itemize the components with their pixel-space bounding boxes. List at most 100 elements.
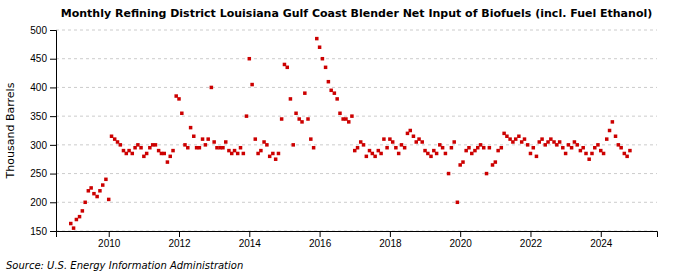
point bbox=[81, 209, 85, 213]
y-axis: 150200250300350400450500 bbox=[30, 25, 56, 237]
point bbox=[245, 114, 249, 118]
point bbox=[145, 152, 149, 156]
grid-line bbox=[56, 58, 657, 59]
annotation: Source: U.S. Energy Information Administ… bbox=[6, 260, 243, 271]
point bbox=[248, 57, 252, 61]
y-axis-tick: 200 bbox=[30, 197, 56, 208]
point bbox=[242, 152, 246, 156]
point bbox=[306, 117, 310, 121]
x-axis-tick: 2016 bbox=[309, 231, 332, 249]
point bbox=[224, 140, 228, 144]
title: Monthly Refining District Louisiana Gulf… bbox=[61, 7, 652, 20]
y-axis-tick-label: 450 bbox=[30, 53, 47, 64]
x-axis-tick-mark bbox=[601, 231, 602, 237]
y-axis-tick-label: 350 bbox=[30, 111, 47, 122]
point bbox=[119, 143, 123, 147]
point bbox=[350, 114, 354, 118]
y-axis-tick-mark bbox=[50, 145, 56, 146]
point bbox=[95, 195, 99, 199]
point bbox=[154, 143, 158, 147]
point bbox=[429, 155, 433, 159]
point bbox=[505, 134, 509, 138]
point bbox=[265, 143, 269, 147]
grid bbox=[56, 30, 657, 231]
point bbox=[567, 143, 571, 147]
point bbox=[523, 137, 527, 141]
point bbox=[168, 155, 172, 159]
point bbox=[494, 160, 498, 164]
point bbox=[362, 143, 366, 147]
x-axis-tick-label: 2014 bbox=[239, 238, 262, 249]
point bbox=[250, 83, 254, 87]
point bbox=[221, 146, 225, 150]
point bbox=[625, 155, 629, 159]
y-axis-tick-label: 200 bbox=[30, 197, 47, 208]
grid-line bbox=[56, 116, 657, 117]
point bbox=[365, 155, 369, 159]
point bbox=[581, 146, 585, 150]
point bbox=[514, 137, 518, 141]
point bbox=[318, 45, 322, 49]
point bbox=[356, 146, 360, 150]
point bbox=[166, 160, 170, 164]
point bbox=[611, 120, 615, 124]
point bbox=[575, 143, 579, 147]
x-axis-tick-mark bbox=[249, 231, 250, 237]
point bbox=[236, 152, 240, 156]
point bbox=[391, 140, 395, 144]
point bbox=[517, 134, 521, 138]
x-axis-tick-label: 2016 bbox=[309, 238, 332, 249]
x-axis-line bbox=[57, 232, 658, 238]
point bbox=[496, 149, 500, 153]
point bbox=[417, 137, 421, 141]
point bbox=[382, 137, 386, 141]
point bbox=[268, 155, 272, 159]
point bbox=[482, 146, 486, 150]
point bbox=[426, 152, 430, 156]
grid-line bbox=[56, 173, 657, 174]
point bbox=[92, 192, 96, 196]
x-axis-tick-label: 2024 bbox=[590, 238, 613, 249]
y-axis-tick-mark bbox=[50, 174, 56, 175]
y-axis-tick: 500 bbox=[30, 25, 56, 36]
point bbox=[89, 186, 93, 190]
point bbox=[409, 129, 413, 133]
point bbox=[602, 152, 606, 156]
point bbox=[321, 57, 325, 61]
y-axis-tick-label: 250 bbox=[30, 168, 47, 179]
point bbox=[564, 152, 568, 156]
point bbox=[447, 172, 451, 176]
x-axis-tick-label: 2012 bbox=[168, 238, 191, 249]
y-axis-tick-label: 150 bbox=[30, 226, 47, 237]
point bbox=[561, 146, 565, 150]
y-axis-tick-mark bbox=[50, 202, 56, 203]
point bbox=[347, 120, 351, 124]
point bbox=[206, 137, 210, 141]
y-axis-tick: 450 bbox=[30, 53, 56, 64]
point bbox=[72, 226, 76, 230]
point bbox=[300, 120, 304, 124]
point bbox=[315, 37, 319, 41]
point bbox=[186, 146, 190, 150]
x-axis-tick-label: 2022 bbox=[520, 238, 543, 249]
point bbox=[212, 140, 216, 144]
point bbox=[570, 146, 574, 150]
points bbox=[69, 37, 632, 230]
point bbox=[259, 149, 263, 153]
y-axis-tick-mark bbox=[50, 231, 56, 232]
x-axis-tick: 2024 bbox=[590, 231, 613, 249]
point bbox=[526, 143, 530, 147]
point bbox=[403, 146, 407, 150]
point bbox=[303, 91, 307, 95]
point bbox=[294, 112, 298, 116]
y-axis-tick-label: 400 bbox=[30, 82, 47, 93]
point bbox=[69, 222, 72, 226]
point bbox=[139, 146, 143, 150]
point bbox=[233, 149, 237, 153]
point bbox=[78, 215, 82, 219]
point bbox=[163, 152, 167, 156]
x-axis-tick-label: 2018 bbox=[379, 238, 402, 249]
point bbox=[461, 160, 465, 164]
y-axis-tick-mark bbox=[50, 87, 56, 88]
point bbox=[385, 146, 389, 150]
